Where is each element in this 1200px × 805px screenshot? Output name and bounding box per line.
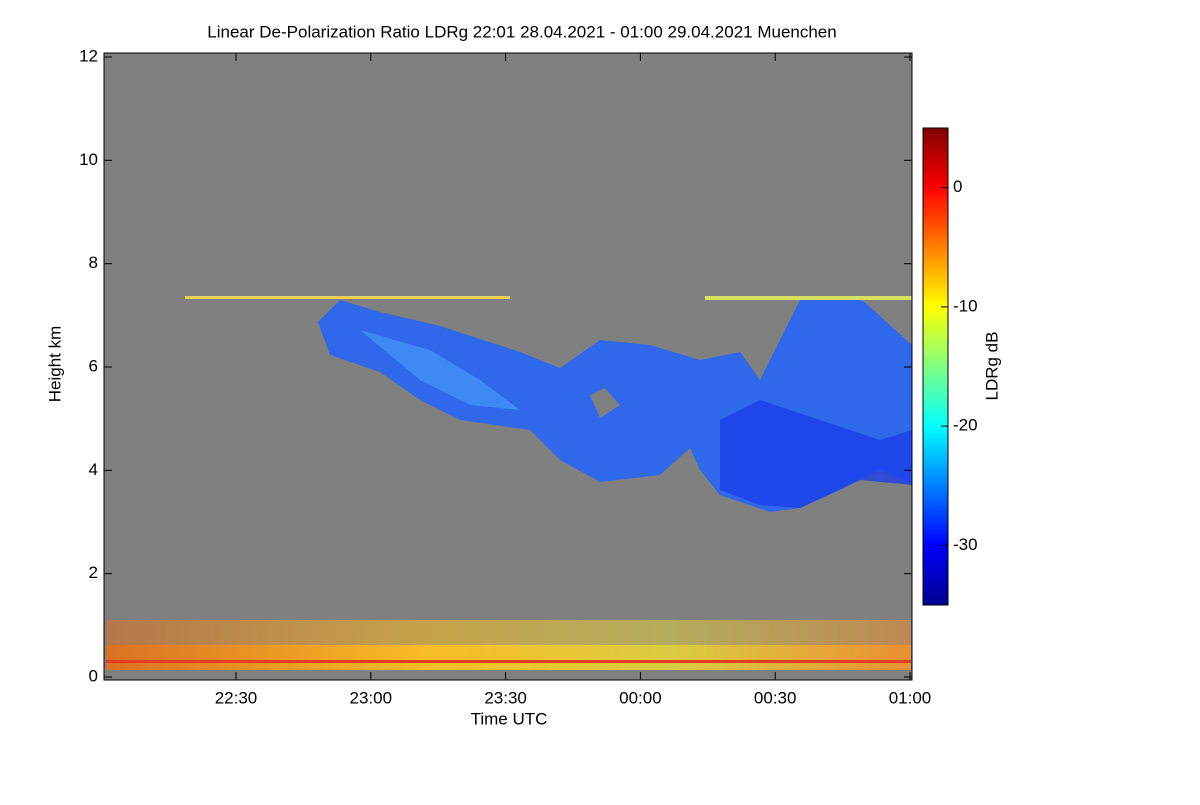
y-tick-label: 6 bbox=[89, 356, 98, 375]
y-tick-label: 10 bbox=[79, 150, 98, 169]
chart-title: Linear De-Polarization Ratio LDRg 22:01 … bbox=[207, 22, 836, 41]
colorbar-tick-label: -30 bbox=[953, 535, 978, 554]
colorbar-tick-label: -10 bbox=[953, 296, 978, 315]
y-tick-label: 12 bbox=[79, 46, 98, 65]
cloud bbox=[590, 388, 620, 418]
y-tick-label: 2 bbox=[89, 563, 98, 582]
cloud-top-line bbox=[185, 296, 510, 299]
y-tick-label: 4 bbox=[89, 460, 98, 479]
cloud bbox=[720, 400, 912, 508]
x-tick-label: 01:00 bbox=[889, 688, 932, 707]
cloud-top-line bbox=[705, 296, 912, 300]
colorbar-tick-label: -20 bbox=[953, 416, 978, 435]
x-tick-label: 23:30 bbox=[484, 688, 527, 707]
colorbar bbox=[922, 127, 949, 606]
cloud-field bbox=[106, 296, 912, 670]
x-tick-label: 00:00 bbox=[619, 688, 662, 707]
noise-band bbox=[106, 645, 911, 670]
noise-line bbox=[106, 660, 911, 663]
colorbar-tick-label: 0 bbox=[953, 177, 962, 196]
y-tick-label: 0 bbox=[89, 666, 98, 685]
x-axis-label: Time UTC bbox=[471, 709, 548, 728]
y-tick-label: 8 bbox=[89, 253, 98, 272]
x-tick-label: 22:30 bbox=[215, 688, 258, 707]
colorbar-label: LDRg dB bbox=[982, 332, 1001, 401]
y-axis-label: Height km bbox=[45, 326, 64, 403]
cloud bbox=[360, 330, 520, 410]
x-tick-label: 00:30 bbox=[754, 688, 797, 707]
x-tick-label: 23:00 bbox=[350, 688, 393, 707]
